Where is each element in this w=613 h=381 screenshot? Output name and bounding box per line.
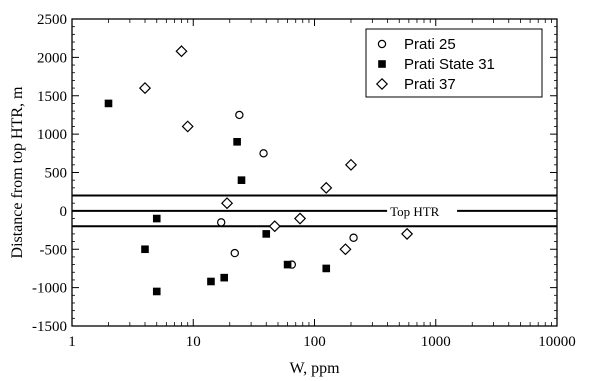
data-point: [339, 243, 352, 256]
ticks-group: -1500 -1000 -500 0 500 1000 1500 2000 2500 1 10 100…: [32, 12, 576, 350]
y-axis-label: Distance from top HTR, m: [9, 86, 26, 259]
legend-entry-label: Prati 37: [404, 76, 456, 93]
legend-marker: [377, 39, 387, 49]
data-point: [294, 212, 307, 225]
legend: Prati 25 Prati State 31 Prati 37: [365, 28, 543, 98]
data-point: [259, 149, 268, 158]
legend-entry-label: Prati State 31: [404, 56, 495, 73]
y-tick-label: 500: [45, 166, 68, 182]
x-tick-label: 1000: [421, 334, 451, 350]
y-tick-label: -1500: [32, 319, 67, 335]
legend-marker: [375, 77, 389, 91]
y-tick-label: 1500: [37, 89, 67, 105]
y-tick-label: 2500: [37, 12, 67, 28]
y-tick-label: 1000: [37, 127, 67, 143]
reference-label-bg: [387, 202, 458, 219]
data-point: [237, 176, 246, 184]
y-tick-label: -500: [40, 242, 68, 258]
legend-marker: [378, 60, 386, 68]
data-point: [220, 273, 229, 282]
data-point: [152, 214, 161, 223]
data-point: [175, 45, 188, 58]
y-tick-label: 2000: [37, 50, 67, 66]
y-tick-label: -1000: [32, 281, 67, 297]
data-point: [152, 287, 161, 296]
data-point: [268, 220, 281, 233]
x-tick-label: 100: [303, 334, 326, 350]
legend-box: [365, 28, 543, 98]
data-point: [320, 181, 333, 194]
x-tick-label: 10: [186, 334, 201, 350]
markers-group: [104, 45, 414, 296]
reference-line-label: Top HTR: [390, 204, 440, 219]
data-point: [349, 233, 358, 242]
x-tick-label: 1: [68, 334, 76, 350]
data-point: [138, 82, 152, 95]
data-point: [141, 245, 149, 254]
data-point: [262, 230, 271, 238]
reference-lines-group: Top HTR: [72, 194, 557, 228]
data-point: [233, 138, 241, 146]
data-point: [401, 227, 414, 240]
data-point: [283, 260, 292, 269]
data-point: [181, 120, 194, 133]
data-point: [104, 99, 113, 108]
y-tick-label: 0: [60, 204, 68, 220]
data-point: [216, 218, 226, 227]
data-point: [221, 197, 234, 210]
data-point: [322, 264, 331, 273]
data-point: [230, 248, 239, 258]
data-point: [207, 277, 215, 286]
legend-entry-label: Prati 25: [404, 36, 456, 53]
data-point: [344, 158, 358, 171]
data-point: [235, 110, 244, 120]
x-tick-label: 10000: [538, 334, 576, 350]
x-axis-label: W, ppm: [289, 360, 340, 377]
